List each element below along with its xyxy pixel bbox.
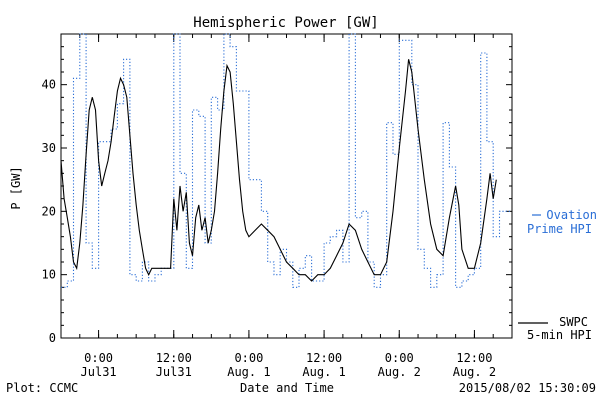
footer-timestamp: 2015/08/02 15:30:09 xyxy=(459,381,596,395)
x-tick-label-time: 0:00 xyxy=(84,351,113,365)
x-tick-label-date: Aug. 1 xyxy=(227,365,270,379)
x-tick-label-time: 0:00 xyxy=(234,351,263,365)
series-ovation-prime-hpi xyxy=(61,33,512,288)
x-tick-label-time: 12:00 xyxy=(156,351,192,365)
x-axis-label: Date and Time xyxy=(240,381,334,395)
x-tick-label-date: Aug. 1 xyxy=(302,365,345,379)
x-tick-label-time: 12:00 xyxy=(306,351,342,365)
plot-frame xyxy=(60,33,513,339)
x-tick-label-date: Aug. 2 xyxy=(378,365,421,379)
plot-border xyxy=(60,33,513,339)
y-axis-label: P [GW] xyxy=(9,166,23,209)
chart-title: Hemispheric Power [GW] xyxy=(193,15,378,31)
y-axis-ticks: 0 10 20 30 40 xyxy=(42,33,512,345)
y-tick-label: 10 xyxy=(42,268,56,282)
x-tick-label-date: Aug. 2 xyxy=(453,365,496,379)
y-tick-label: 0 xyxy=(49,331,56,345)
legend-label-ovation: Ovation xyxy=(546,208,597,222)
legend-label-swpc: SWPC xyxy=(559,315,588,329)
legend-label-swpc-2: 5-min HPI xyxy=(527,328,592,342)
x-tick-label-date: Jul31 xyxy=(156,365,192,379)
x-tick-label-time: 12:00 xyxy=(456,351,492,365)
footer-credit: Plot: CCMC xyxy=(6,381,78,395)
y-tick-label: 40 xyxy=(42,78,56,92)
legend-label-ovation-2: Prime HPI xyxy=(527,222,592,236)
x-tick-label-date: Jul31 xyxy=(81,365,117,379)
y-tick-label: 20 xyxy=(42,204,56,218)
x-tick-label-time: 0:00 xyxy=(385,351,414,365)
series-swpc-5min-hpi xyxy=(60,59,497,282)
series-layer xyxy=(60,33,512,288)
y-tick-label: 30 xyxy=(42,141,56,155)
